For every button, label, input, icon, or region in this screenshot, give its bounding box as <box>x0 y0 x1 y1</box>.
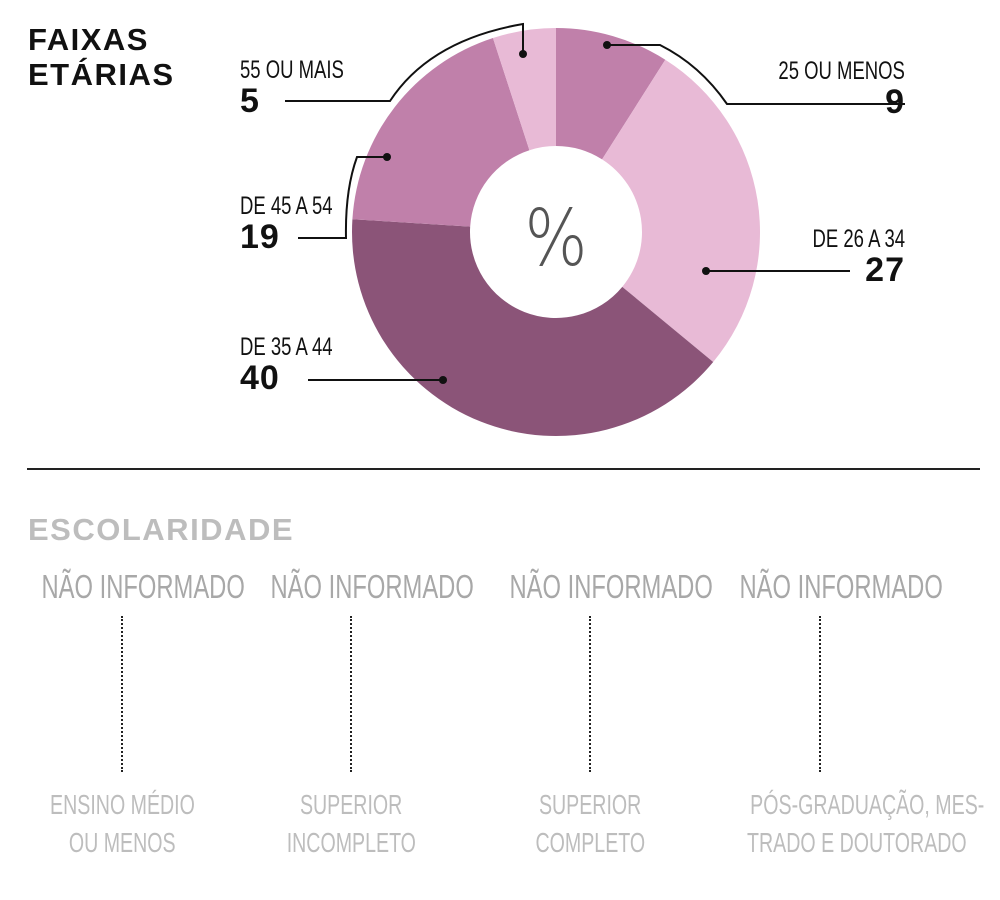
data-label: 19 <box>240 218 280 256</box>
slice-label-35-44: DE 35 A 44 40 <box>240 334 365 396</box>
education-column: NÃO INFORMADO PÓS-GRADUAÇÃO, MES- TRADO E… <box>739 568 985 858</box>
chart-title: FAIXAS ETÁRIAS <box>28 22 175 92</box>
donut-slice-25-ou-menos <box>556 28 666 160</box>
donut-slice-de-26-a-34 <box>602 59 760 363</box>
dotted-line <box>589 616 591 772</box>
donut-chart: % <box>285 22 905 437</box>
dotted-line <box>121 616 123 772</box>
section-divider <box>27 468 980 470</box>
data-label: 27 <box>865 251 905 289</box>
education-column: NÃO INFORMADO ENSINO MÉDIO OU MENOS <box>41 568 245 858</box>
center-label: % <box>525 194 588 285</box>
slice-label-55-mais: 55 OU MAIS 5 <box>240 57 380 119</box>
leader-line-25-ou-menos <box>607 44 905 105</box>
marker-dot <box>702 267 710 275</box>
donut-slice-de-45-a-54 <box>352 37 530 227</box>
data-label: 9 <box>885 83 905 121</box>
donut-slice-55-ou-mais <box>492 28 556 151</box>
education-column: NÃO INFORMADO SUPERIOR INCOMPLETO <box>270 568 474 858</box>
marker-dot <box>603 41 611 49</box>
leader-line-55-mais <box>285 22 524 102</box>
education-column: NÃO INFORMADO SUPERIOR COMPLETO <box>509 568 713 858</box>
marker-dot <box>519 50 527 58</box>
data-label: 40 <box>240 359 280 397</box>
slice-label-25-ou-menos: 25 OU MENOS 9 <box>734 58 905 120</box>
dotted-line <box>819 616 821 772</box>
leader-line-45-54 <box>298 156 387 239</box>
data-label: 5 <box>240 82 260 120</box>
slice-label-45-54: DE 45 A 54 19 <box>240 193 365 255</box>
marker-dot <box>383 153 391 161</box>
dotted-line <box>350 616 352 772</box>
marker-dot <box>439 376 447 384</box>
leader-lines <box>285 22 905 381</box>
slice-label-26-34: DE 26 A 34 27 <box>780 226 905 288</box>
education-title: ESCOLARIDADE <box>28 512 295 547</box>
